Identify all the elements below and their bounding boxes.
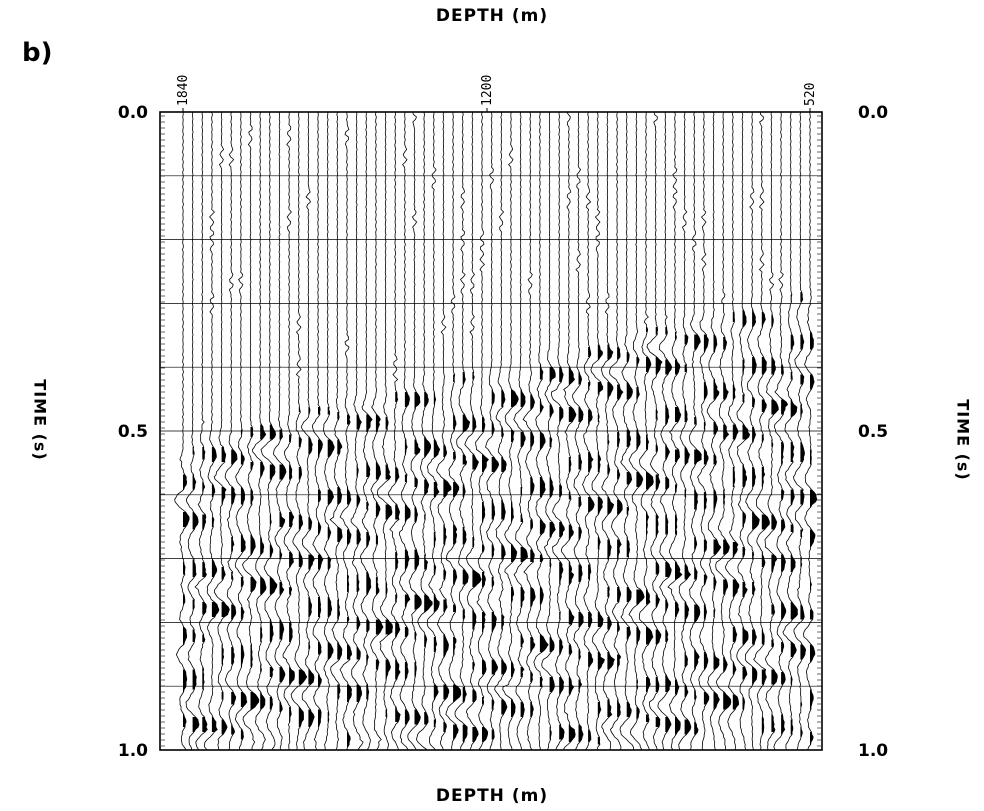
x-tick-label: 520 — [803, 83, 818, 106]
trace-fill — [511, 389, 519, 717]
y-tick-label-right: 0.0 — [858, 103, 888, 123]
trace-fill — [781, 364, 788, 735]
trace-fill — [549, 367, 556, 740]
trace-fill — [211, 447, 219, 732]
trace-fill — [588, 347, 595, 742]
trace-fill — [597, 344, 605, 745]
trace-fill — [665, 327, 672, 732]
trace-fill — [347, 414, 352, 747]
x-axis-title-bottom: DEPTH (m) — [435, 786, 549, 806]
trace-fill — [723, 337, 731, 710]
plot-frame — [159, 111, 823, 751]
trace-fill — [810, 332, 817, 745]
trace-fill — [269, 424, 277, 710]
trace-fill — [607, 344, 615, 717]
trace-fill — [617, 347, 623, 717]
trace-fill — [530, 394, 536, 717]
trace-fill — [703, 334, 709, 705]
trace-fill — [424, 392, 433, 725]
trace-fill — [732, 312, 739, 710]
trace-fill — [298, 407, 307, 727]
trace-fill — [183, 474, 190, 727]
trace-fill — [559, 367, 565, 740]
y-tick-label-left: 0.5 — [118, 422, 148, 442]
panel-label: b) — [22, 38, 53, 68]
trace-fill — [771, 314, 779, 732]
trace-fill — [308, 407, 315, 727]
trace-fill — [646, 327, 654, 722]
trace-fill — [375, 414, 383, 670]
trace-fill — [761, 312, 770, 735]
trace-fill — [790, 294, 798, 735]
trace-fill — [482, 417, 489, 742]
trace-fill — [337, 412, 343, 700]
trace-fill — [636, 357, 645, 720]
trace-fill — [385, 417, 393, 717]
trace-fill — [501, 389, 507, 715]
x-tick-label: 1200 — [480, 75, 495, 106]
trace-fill — [462, 372, 470, 742]
trace-fill — [491, 389, 499, 740]
y-tick-label-right: 1.0 — [858, 741, 888, 761]
tick-layer: 0.0 0.0 0.5 0.5 1.0 1.0 1840 1200 520 — [118, 75, 888, 761]
trace-fill — [694, 334, 702, 735]
trace-fill — [318, 407, 323, 727]
trace-fill — [395, 392, 401, 722]
trace-fill — [713, 334, 721, 710]
trace-fill — [578, 372, 584, 742]
trace-fill — [684, 334, 691, 735]
trace-fill — [655, 327, 662, 727]
y-tick-label-left: 1.0 — [118, 741, 148, 761]
trace-fill — [279, 429, 286, 712]
trace-fill — [626, 352, 633, 717]
y-tick-label-left: 0.0 — [118, 103, 148, 123]
grid-layer — [160, 175, 822, 687]
y-tick-label-right: 0.5 — [858, 422, 888, 442]
trace-fill — [539, 364, 549, 687]
x-tick-label: 1840 — [176, 75, 191, 106]
trace-fill — [327, 407, 335, 722]
trace-fill — [433, 392, 440, 727]
trace-fill — [366, 414, 373, 700]
trace-fill — [568, 367, 576, 742]
trace-fill — [250, 427, 259, 710]
x-axis-title-top: DEPTH (m) — [435, 6, 549, 26]
trace-fill — [202, 447, 208, 732]
trace-fill — [675, 332, 682, 735]
trace-fill — [453, 374, 461, 740]
trace-fill — [800, 292, 806, 737]
trace-fill — [240, 429, 247, 740]
trace-fill — [752, 309, 760, 685]
trace-fill — [520, 389, 528, 717]
trace-fill — [472, 372, 482, 742]
trace-fill — [742, 309, 750, 710]
trace-fill — [192, 447, 199, 732]
trace-fill — [231, 449, 237, 735]
trace-fill — [443, 444, 451, 732]
frame-layer — [159, 111, 823, 751]
